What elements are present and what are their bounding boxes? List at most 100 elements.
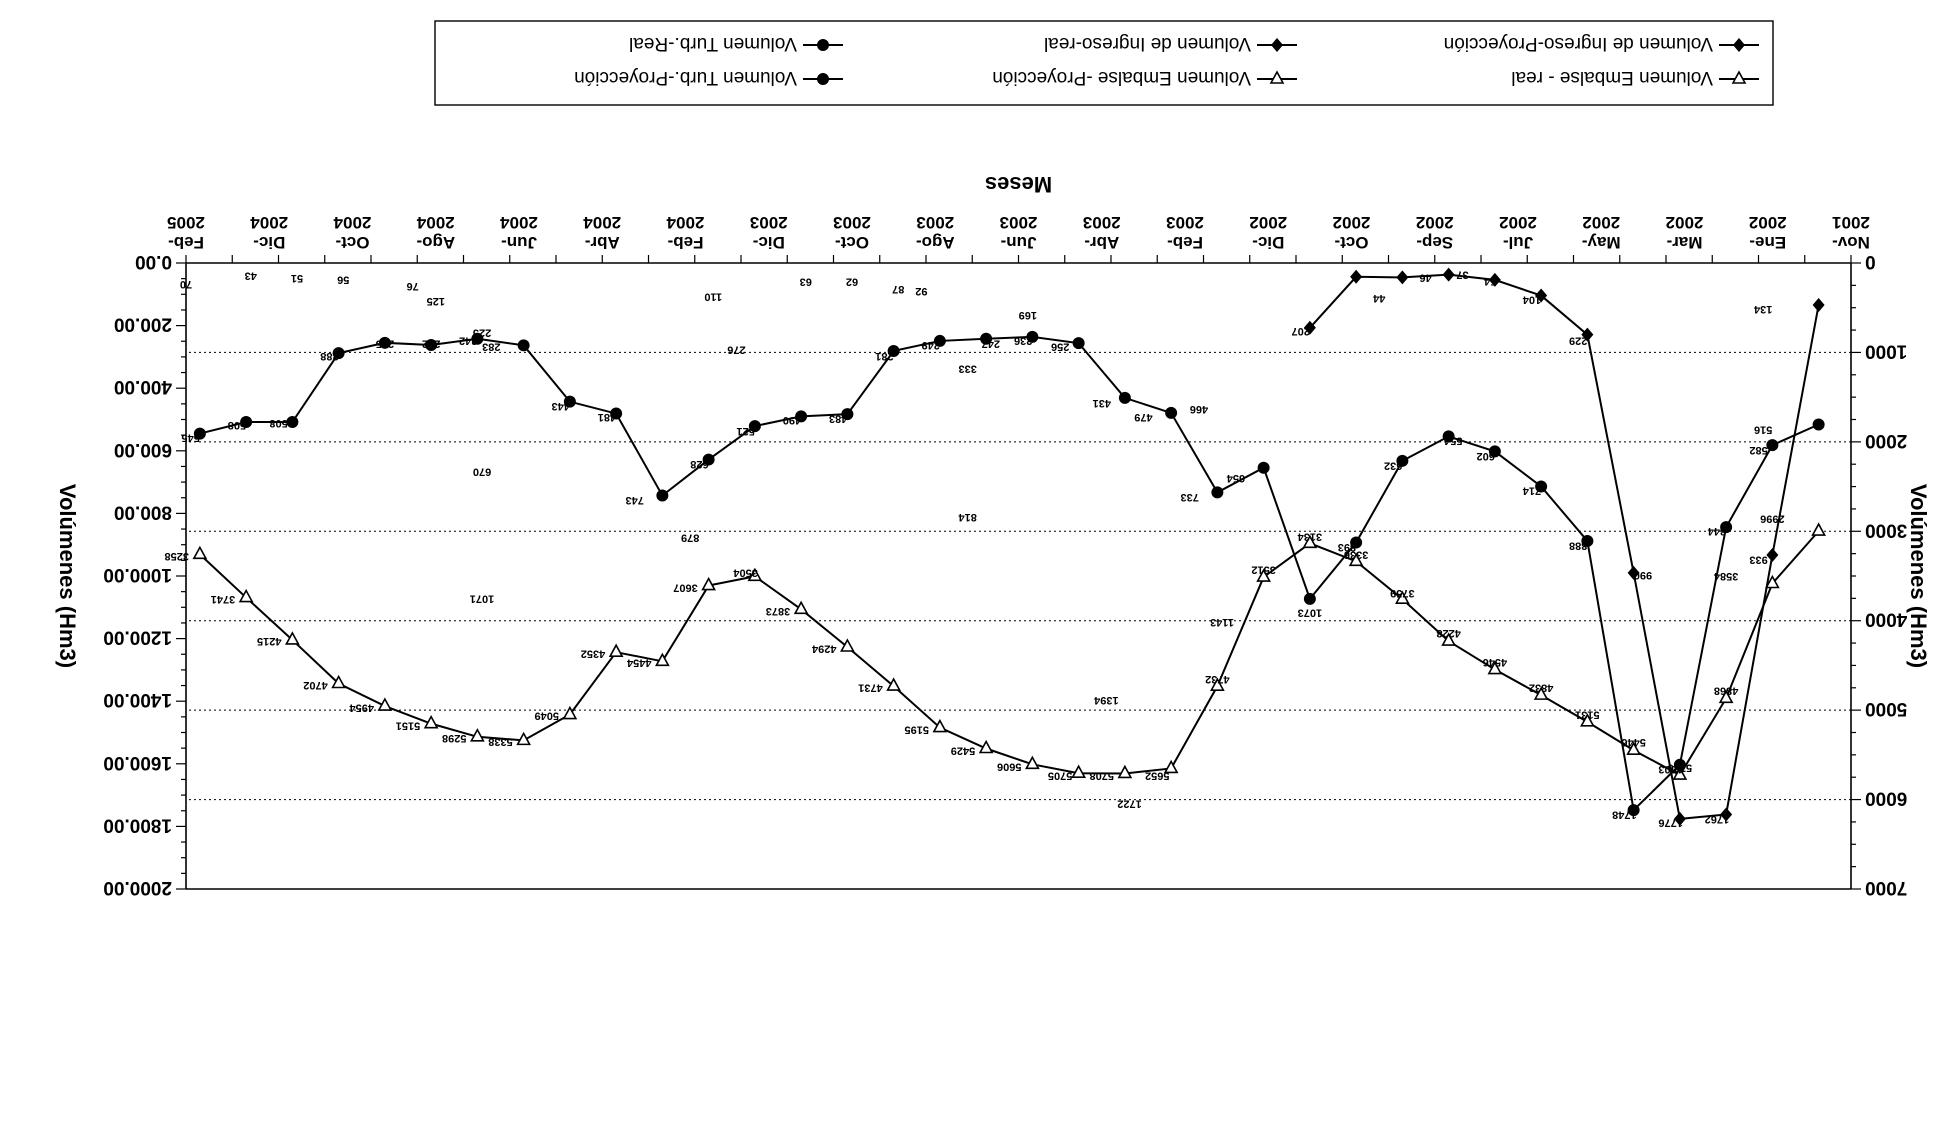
x-tick-label-year-19: 2004 [250, 213, 288, 232]
data-label-volumen-embalse-real-25: 4454 [626, 657, 651, 669]
point-volumen-embalse-real-0 [1811, 522, 1826, 536]
x-tick-label-month-20: Feb- [168, 233, 204, 252]
data-label-volumen-de-ingreso-real-7: 879 [681, 531, 699, 543]
point-volumen-embalse-real-24 [701, 576, 716, 591]
data-label-volumen-embalse-real-2: 4868 [1714, 684, 1738, 696]
point-volumen-turb-real-16 [1072, 337, 1085, 350]
data-label-volumen-embalse-real-12: 3512 [1251, 564, 1275, 576]
data-label-volumen-turb-proyecci-n-2: 63 [800, 276, 812, 288]
point-volumen-turb-real-0 [1812, 418, 1825, 431]
data-label-volumen-embalse-real-14: 5652 [1145, 769, 1169, 781]
x-tick-label-year-13: 2003 [750, 213, 788, 232]
point-volumen-turb-real-32 [332, 347, 345, 360]
series-line-volumen-turb-real [199, 335, 1820, 813]
series-volumen-embalse-real [192, 522, 1826, 780]
data-label-volumen-de-ingreso-real-1: 814 [958, 511, 977, 523]
point-volumen-embalse-real-13 [1210, 677, 1225, 691]
point-volumen-embalse-real-31 [377, 697, 393, 711]
right-tick-label-3000: 3000 [1865, 519, 1907, 540]
point-volumen-embalse-real-23 [747, 567, 763, 582]
point-volumen-embalse-real-20 [886, 677, 901, 691]
legend-box [434, 20, 1774, 106]
point-volumen-turb-real-26 [610, 407, 623, 420]
data-label-volumen-embalse-real-11: 3134 [1297, 531, 1322, 543]
data-label-volumen-embalse-real-32: 4702 [303, 679, 327, 691]
x-axis-title: Meses [985, 172, 1052, 197]
point-volumen-de-ingreso-proyecci-n-11 [1303, 320, 1316, 335]
x-tick-label-month-15: Abr- [585, 233, 620, 252]
data-label-volumen-de-ingreso-proyecci-n-8: 37 [1456, 269, 1468, 281]
left-tick-label-1400.00: 1400.00 [103, 689, 172, 710]
left-tick-label-1000.00: 1000.00 [103, 564, 172, 585]
point-volumen-embalse-real-33 [285, 631, 300, 645]
legend-marker-volumen-de-ingreso-proyecci-n [1733, 38, 1745, 52]
data-label-volumen-turb-real-24: 628 [690, 458, 708, 470]
x-tick-label-month-4: Jul- [1503, 233, 1533, 252]
legend-label-volumen-embalse-proyecci-n: Volumen Embalse -Proyección [992, 67, 1251, 88]
data-label-volumen-turb-real-33: 508 [269, 417, 287, 429]
data-label-volumen-turb-real-22: 490 [783, 414, 801, 426]
data-label-volumen-de-ingreso-proyecci-n-3: 1776 [1658, 816, 1682, 828]
left-tick-label-0.00: 0.00 [135, 251, 172, 272]
point-volumen-embalse-real-35 [192, 545, 208, 560]
data-label-volumen-turb-real-12: 654 [1226, 472, 1245, 484]
x-tick-label-month-8: Feb- [1167, 233, 1203, 252]
data-label-volumen-turb-real-10: 893 [1338, 541, 1356, 553]
data-label-volumen-turb-real-14: 479 [1134, 411, 1152, 423]
data-label-volumen-embalse-real-16: 5705 [1048, 769, 1072, 781]
x-tick-label-year-5: 2002 [1416, 213, 1454, 232]
x-tick-label-month-7: Dic- [1252, 233, 1284, 252]
data-label-volumen-turb-real-35: 545 [181, 431, 199, 443]
point-volumen-embalse-real-32 [331, 674, 346, 689]
x-tick-label-year-12: 2003 [833, 213, 871, 232]
point-volumen-turb-real-17 [1026, 330, 1039, 343]
x-tick-label-year-1: 2002 [1749, 213, 1787, 232]
point-volumen-embalse-real-3 [1672, 766, 1688, 780]
point-volumen-turb-real-9 [1396, 454, 1409, 467]
point-volumen-embalse-real-18 [978, 739, 994, 754]
left-tick-label-600.00: 600.00 [114, 439, 172, 460]
legend-marker-volumen-turb-proyecci-n [817, 73, 829, 85]
data-label-volumen-turb-real-1: 582 [1749, 444, 1767, 456]
x-tick-label-year-14: 2004 [666, 213, 704, 232]
data-label-volumen-de-ingreso-real-0: 466 [1190, 403, 1208, 415]
data-label-volumen-embalse-real-15: 5708 [1090, 769, 1114, 781]
point-volumen-embalse-real-27 [562, 705, 578, 720]
data-label-volumen-de-ingreso-proyecci-n-5: 229 [1569, 334, 1587, 346]
x-tick-label-month-19: Dic- [253, 233, 285, 252]
point-volumen-turb-real-12 [1257, 461, 1270, 474]
data-label-volumen-de-ingreso-real-5: 169 [1019, 309, 1037, 321]
point-volumen-embalse-real-30 [423, 714, 439, 729]
series-volumen-de-ingreso-proyecci-n [1303, 267, 1825, 826]
point-volumen-turb-real-10 [1350, 536, 1363, 549]
point-volumen-turb-real-14 [1165, 406, 1178, 419]
x-tick-label-year-17: 2004 [416, 213, 454, 232]
data-label-volumen-embalse-real-8: 4228 [1436, 627, 1460, 639]
x-tick-label-month-3: May- [1582, 233, 1621, 252]
data-label-volumen-turb-real-9: 632 [1384, 459, 1402, 471]
point-volumen-turb-real-6 [1535, 480, 1548, 493]
data-label-volumen-de-ingreso-real-6: 333 [958, 362, 976, 374]
x-tick-label-year-10: 2003 [1000, 213, 1038, 232]
point-volumen-turb-real-4 [1627, 804, 1640, 817]
point-volumen-turb-real-15 [1118, 391, 1131, 404]
x-tick-label-month-18: Oct- [336, 233, 370, 252]
point-volumen-turb-real-28 [517, 339, 530, 352]
data-label-volumen-de-ingreso-proyecci-n-7: 54 [1483, 275, 1496, 287]
data-label-volumen-turb-proyecci-n-4: 87 [892, 283, 904, 295]
legend-item-volumen-de-ingreso-proyecci-n: Volumen de Ingreso-Proyección [1444, 33, 1759, 54]
data-label-volumen-embalse-real-17: 5606 [997, 760, 1021, 772]
left-tick-label-200.00: 200.00 [114, 314, 172, 335]
point-volumen-embalse-real-15 [1117, 764, 1133, 779]
data-label-volumen-turb-proyecci-n-8: 56 [337, 274, 349, 286]
data-label-volumen-embalse-real-9: 3759 [1390, 587, 1414, 599]
data-label-volumen-embalse-real-26: 4352 [581, 648, 605, 660]
right-tick-label-7000: 7000 [1865, 877, 1907, 898]
x-tick-label-year-2: 2002 [1666, 213, 1704, 232]
point-volumen-turb-real-18 [980, 332, 993, 345]
point-volumen-embalse-real-28 [516, 731, 531, 746]
data-label-volumen-turb-real-16: 256 [1051, 341, 1069, 353]
x-tick-label-month-6: Oct- [1335, 233, 1369, 252]
legend-item-volumen-embalse-real: Volumen Embalse - real [1511, 67, 1759, 88]
